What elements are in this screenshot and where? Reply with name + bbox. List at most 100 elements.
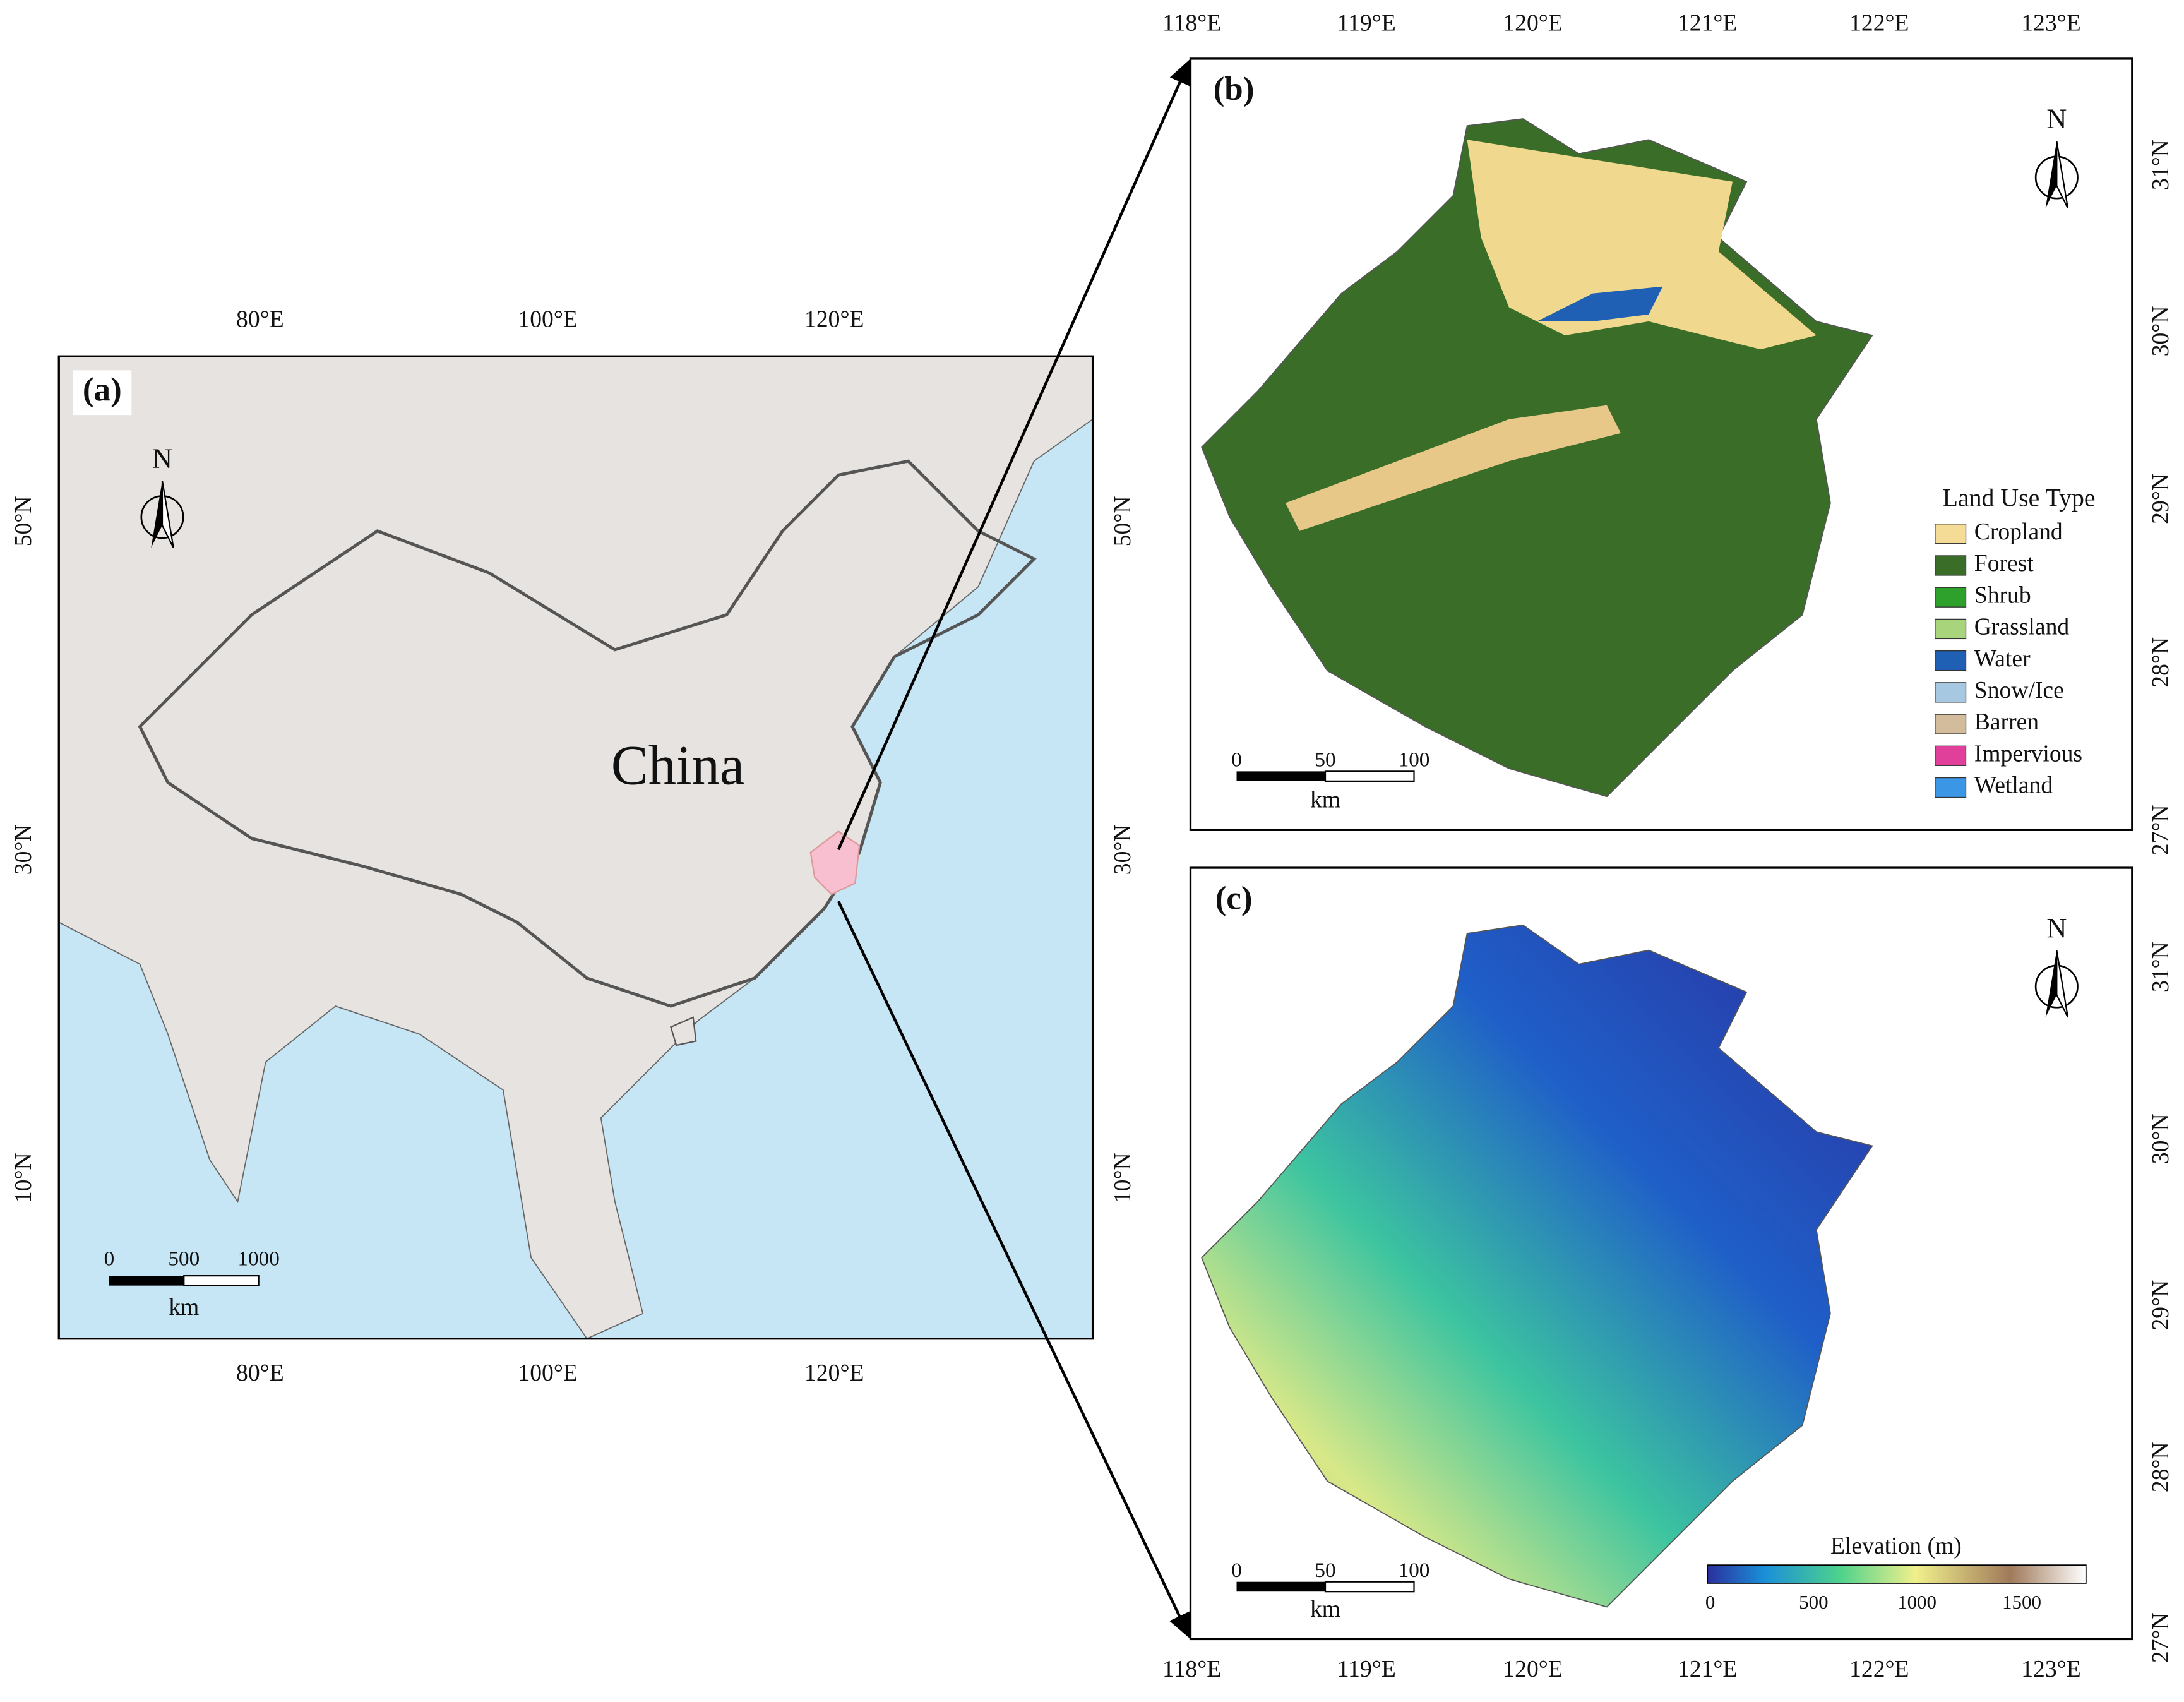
scale-label: 1000 xyxy=(237,1247,279,1270)
x-tick-label: 118°E xyxy=(1162,9,1221,36)
scale-label: 0 xyxy=(1231,748,1242,772)
legend-swatch xyxy=(1935,524,1967,544)
north-label: N xyxy=(2046,104,2067,135)
legend-label: Impervious xyxy=(1974,740,2082,767)
cropland-area xyxy=(1467,140,1817,350)
scale-label: 0 xyxy=(104,1247,115,1270)
legend-swatch xyxy=(1935,777,1967,798)
legend-swatch xyxy=(1935,555,1967,576)
panel-label: (b) xyxy=(1214,71,1255,107)
x-tick-label: 120°E xyxy=(804,1360,864,1386)
legend-label: Barren xyxy=(1974,709,2039,735)
china-border xyxy=(138,459,1037,1008)
x-tick-label: 122°E xyxy=(1849,1656,1909,1682)
label-bg xyxy=(73,370,132,416)
colorbar-title: Elevation (m) xyxy=(1830,1533,1962,1559)
x-tick-label: 118°E xyxy=(1162,1656,1221,1682)
y-tick-label: 30°N xyxy=(2147,306,2174,356)
y-tick-label: 50°N xyxy=(10,496,37,546)
colorbar-tick-label: 1000 xyxy=(1897,1591,1936,1613)
north-label: N xyxy=(2046,913,2067,944)
scale-bar xyxy=(1236,771,1326,781)
north-label: N xyxy=(152,443,172,474)
north-arrow xyxy=(2056,141,2069,209)
legend-swatch xyxy=(1935,745,1967,766)
legend-label: Grassland xyxy=(1974,614,2070,640)
scale-label: 0 xyxy=(1231,1559,1242,1582)
scale-label: 100 xyxy=(1399,1559,1430,1582)
x-tick-label: 100°E xyxy=(518,1360,577,1386)
x-tick-label: 123°E xyxy=(2021,9,2080,36)
panel-label: (a) xyxy=(83,371,122,408)
north-arrow xyxy=(2045,950,2057,1017)
land xyxy=(58,356,1094,1339)
x-tick-label: 119°E xyxy=(1337,9,1396,36)
hainan xyxy=(670,1016,697,1046)
y-tick-label: 30°N xyxy=(1109,824,1136,875)
scale-label: 100 xyxy=(1399,748,1430,772)
x-tick-label: 121°E xyxy=(1678,9,1737,36)
water-area xyxy=(1537,286,1663,321)
cropland-valley xyxy=(1285,405,1621,531)
y-tick-label: 50°N xyxy=(1109,496,1136,546)
legend-swatch xyxy=(1935,618,1967,640)
y-tick-label: 30°N xyxy=(10,824,37,875)
y-tick-label: 29°N xyxy=(2147,1280,2174,1331)
scale-unit: km xyxy=(1310,787,1340,813)
scale-bar xyxy=(1324,1581,1415,1593)
x-tick-label: 80°E xyxy=(236,1360,284,1386)
x-tick-label: 120°E xyxy=(1503,1656,1562,1682)
elevation-map xyxy=(1201,924,1873,1608)
frame xyxy=(1189,866,2133,1641)
country-label: China xyxy=(611,735,744,797)
legend-swatch xyxy=(1935,682,1967,703)
colorbar-tick-label: 0 xyxy=(1705,1591,1715,1613)
zoom-arrow xyxy=(837,59,1191,851)
y-tick-label: 27°N xyxy=(2147,1612,2174,1663)
colorbar xyxy=(1707,1564,2087,1584)
scale-bar xyxy=(183,1275,260,1286)
frame xyxy=(1189,57,2133,831)
legend-swatch xyxy=(1935,587,1967,608)
scale-bar xyxy=(1236,1581,1326,1592)
legend-label: Cropland xyxy=(1974,518,2063,545)
colorbar-tick-label: 1500 xyxy=(2002,1591,2041,1613)
legend-label: Snow/Ice xyxy=(1974,677,2064,704)
scale-label: 500 xyxy=(168,1247,200,1270)
y-tick-label: 31°N xyxy=(2147,942,2174,992)
x-tick-label: 123°E xyxy=(2021,1656,2080,1682)
colorbar-tick-label: 500 xyxy=(1799,1591,1828,1613)
y-tick-label: 28°N xyxy=(2147,637,2174,688)
legend-label: Wetland xyxy=(1974,772,2053,799)
x-tick-label: 122°E xyxy=(1849,9,1909,36)
y-tick-label: 10°N xyxy=(10,1153,37,1203)
x-tick-label: 119°E xyxy=(1337,1656,1396,1682)
y-tick-label: 30°N xyxy=(2147,1113,2174,1164)
legend-label: Forest xyxy=(1974,550,2034,577)
y-tick-label: 28°N xyxy=(2147,1442,2174,1492)
legend-swatch xyxy=(1935,650,1967,671)
scale-unit: km xyxy=(1310,1596,1340,1622)
scale-label: 50 xyxy=(1315,748,1335,772)
north-arrow xyxy=(2056,950,2069,1018)
north-arrow xyxy=(161,480,174,548)
x-tick-label: 80°E xyxy=(236,306,284,333)
scale-bar xyxy=(1324,770,1415,782)
legend-title: Land Use Type xyxy=(1943,484,2096,512)
scale-label: 50 xyxy=(1315,1559,1335,1582)
y-tick-label: 10°N xyxy=(1109,1153,1136,1203)
x-tick-label: 120°E xyxy=(804,306,864,333)
frame xyxy=(57,355,1094,1340)
x-tick-label: 100°E xyxy=(518,306,577,333)
x-tick-label: 121°E xyxy=(1678,1656,1737,1682)
panel-label: (c) xyxy=(1215,880,1253,916)
y-tick-label: 27°N xyxy=(2147,805,2174,855)
y-tick-label: 31°N xyxy=(2147,140,2174,190)
y-tick-label: 29°N xyxy=(2147,474,2174,524)
scale-bar xyxy=(109,1276,184,1286)
zhejiang xyxy=(809,830,861,896)
zoom-arrow xyxy=(837,901,1191,1639)
scale-unit: km xyxy=(169,1294,199,1321)
